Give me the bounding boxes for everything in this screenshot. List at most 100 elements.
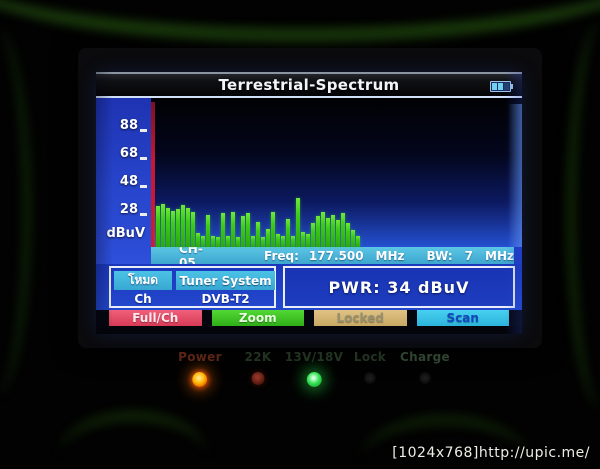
power-reading-box: PWR: 34 dBuV (283, 266, 515, 308)
info-bar-spacer (96, 247, 151, 264)
spectrum-bar (286, 219, 290, 247)
spectrum-bar (171, 211, 175, 247)
page-title: Terrestrial-Spectrum (218, 76, 400, 94)
spectrum-bar (326, 218, 330, 247)
device-rim-left (0, 26, 32, 396)
spectrum-bar (341, 213, 345, 247)
charge-led-label: Charge (400, 350, 450, 364)
spectrum-bar (311, 223, 315, 247)
mode-value: Ch (134, 292, 152, 306)
spectrum-bar (161, 204, 165, 247)
led-panel: Power 22K 13V/18V Lock Charge (0, 350, 600, 412)
22k-led-group: 22K (245, 350, 272, 385)
spectrum-bar (211, 236, 215, 247)
y-axis: 88 68 48 28 dBuV (96, 98, 151, 247)
spectrum-plot (151, 98, 522, 247)
22k-led-label: 22K (244, 350, 272, 364)
spectrum-bar (306, 234, 310, 247)
spectrum-bar (176, 209, 180, 247)
channel-info-bar: CH-05 Freq: 177.500 MHz BW: 7 MHz (151, 242, 514, 270)
spectrum-bar (216, 237, 220, 247)
spectrum-bar (241, 216, 245, 247)
spectrum-bar (281, 236, 285, 247)
tick-mark (140, 213, 147, 216)
mode-header: โหมด (114, 271, 173, 290)
y-tick-48: 48 (120, 174, 147, 189)
charge-led (419, 372, 431, 384)
lock-led-label: Lock (353, 350, 387, 364)
tick-mark (140, 185, 147, 188)
screen-edge-glow (508, 104, 522, 247)
spectrum-bar (291, 236, 295, 247)
spectrum-bar (156, 206, 160, 247)
spectrum-bar (331, 215, 335, 247)
softkey-row: Full/Ch Zoom Locked Scan (96, 310, 522, 326)
spectrum-bar (271, 212, 275, 247)
y-axis-unit-label: dBuV (106, 226, 145, 241)
spectrum-bar (356, 236, 360, 247)
channel-info-row: CH-05 Freq: 177.500 MHz BW: 7 MHz (96, 242, 522, 270)
spectrum-bar (181, 205, 185, 247)
spectrum-bar (166, 208, 170, 247)
spectrum-bar (261, 237, 265, 247)
locked-button[interactable]: Locked (314, 310, 407, 326)
tuner-system-header: Tuner System (176, 271, 275, 290)
y-tick-68: 68 (120, 146, 147, 161)
tuner-system-value: DVB-T2 (201, 292, 250, 306)
spectrum-bar (321, 212, 325, 247)
device-rim-bottom-left (58, 410, 208, 469)
device-rim-top (0, 0, 600, 44)
spectrum-bar (251, 236, 255, 247)
lock-led-group: Lock (354, 350, 386, 384)
spectrum-bar (351, 230, 355, 247)
spectrum-bar (266, 229, 270, 247)
spectrum-bar (201, 236, 205, 247)
spectrum-bar (221, 213, 225, 247)
bandwidth-value: 7 (464, 248, 474, 263)
freq-value: 177.500 (308, 248, 364, 263)
spectrum-bar (296, 198, 300, 247)
meter-screen: Terrestrial-Spectrum 88 68 48 28 dBuV (96, 72, 522, 334)
spectrum-bar (186, 208, 190, 247)
spectrum-bars (156, 98, 360, 247)
battery-icon (490, 81, 514, 92)
voltage-led-group: 13V/18V (285, 350, 343, 387)
zoom-button[interactable]: Zoom (211, 310, 304, 326)
tuner-system-box: โหมด Tuner System Ch DVB-T2 (109, 266, 276, 308)
spectrum-bar (191, 212, 195, 247)
power-led-label: Power (178, 350, 222, 364)
spectrum-bar (276, 234, 280, 247)
spectrum-bar (236, 237, 240, 247)
power-led-group: Power (178, 350, 222, 387)
spectrum-bar (256, 222, 260, 247)
voltage-led-label: 13V/18V (284, 350, 344, 364)
spectrum-bar (196, 233, 200, 247)
frequency-marker-line[interactable] (151, 102, 155, 247)
title-bar: Terrestrial-Spectrum (96, 72, 522, 98)
spectrum-bar (231, 212, 235, 247)
charge-led-group: Charge (400, 350, 450, 384)
lock-led (364, 372, 376, 384)
freq-label: Freq: (264, 248, 299, 263)
screen-footer (96, 326, 522, 334)
scan-button[interactable]: Scan (416, 310, 509, 326)
spectrum-bar (346, 223, 350, 247)
spectrum-bar (226, 236, 230, 247)
status-panel: โหมด Tuner System Ch DVB-T2 PWR: 34 dBuV (96, 264, 522, 310)
spectrum-bar (301, 232, 305, 247)
fullch-button[interactable]: Full/Ch (109, 310, 202, 326)
spectrum-bar (206, 215, 210, 247)
y-tick-88: 88 (120, 118, 147, 133)
voltage-led (306, 372, 322, 387)
22k-led (251, 372, 265, 385)
spectrum-bar (246, 213, 250, 247)
power-reading: PWR: 34 dBuV (328, 277, 470, 297)
tick-mark (140, 157, 147, 160)
tick-mark (140, 129, 147, 132)
bandwidth-unit: MHz (485, 248, 514, 263)
spectrum-bar (336, 220, 340, 247)
y-tick-28: 28 (120, 202, 147, 217)
watermark: [1024x768]http://upic.me/ (392, 445, 590, 461)
spectrum-bar (316, 216, 320, 247)
